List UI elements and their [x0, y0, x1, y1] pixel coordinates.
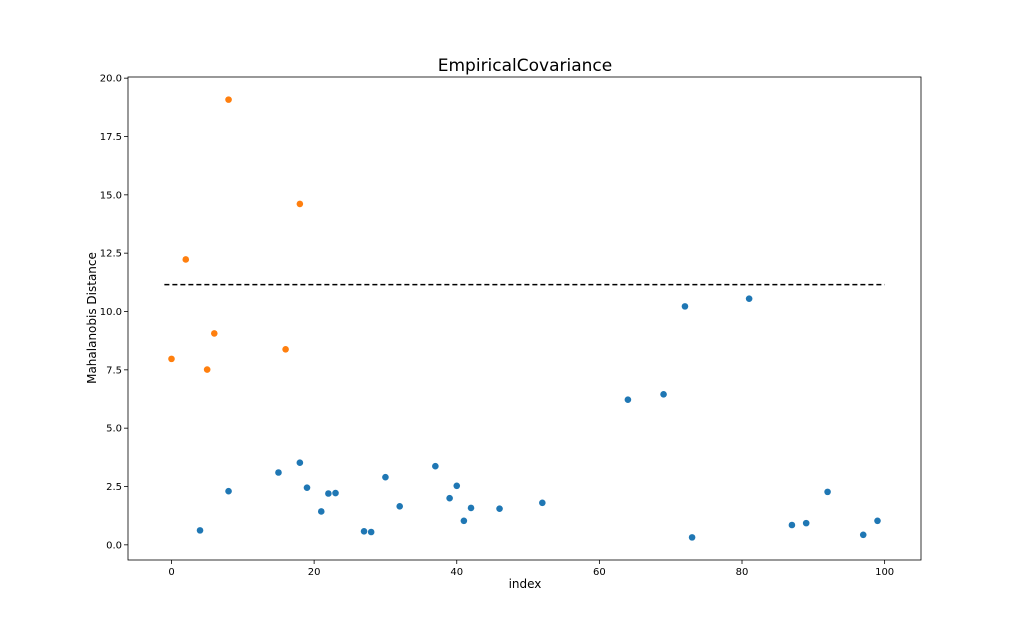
outlier-point [210, 330, 218, 337]
inlier-point [303, 484, 311, 491]
inlier-point [539, 499, 546, 507]
y-tick-label: 15.0 [100, 190, 122, 201]
inlier-point [367, 528, 375, 536]
y-axis-label: Mahalanobis Distance [85, 252, 99, 384]
outlier-point [168, 355, 175, 363]
inlier-point [460, 517, 468, 525]
inlier-point [196, 527, 204, 534]
inlier-point [688, 534, 696, 541]
inlier-point [745, 295, 753, 302]
inlier-point [859, 531, 867, 539]
y-tick-label: 20.0 [100, 74, 122, 85]
inlier-point [325, 490, 332, 497]
y-tick-label: 2.5 [106, 482, 122, 493]
inlier-point [496, 505, 503, 512]
inlier-point [296, 459, 304, 467]
outlier-point [296, 200, 304, 208]
outlier-point [203, 366, 211, 373]
x-tick-label: 100 [875, 567, 894, 578]
outlier-point [225, 96, 232, 103]
outlier-point [182, 256, 190, 263]
y-tick-label: 12.5 [100, 249, 122, 260]
inlier-point [681, 303, 689, 310]
x-tick-label: 20 [308, 567, 321, 578]
x-tick-label: 40 [450, 567, 463, 578]
y-tick-label: 17.5 [100, 132, 122, 143]
inlier-point [332, 489, 339, 497]
inlier-point [360, 528, 368, 535]
inlier-point [446, 494, 453, 502]
inlier-point [874, 517, 881, 525]
inlier-point [788, 521, 796, 529]
y-tick-label: 5.0 [106, 424, 122, 435]
inlier-point [432, 462, 439, 470]
axes-frame [127, 76, 922, 561]
y-tick-label: 0.0 [106, 540, 122, 551]
chart-title: EmpiricalCovariance [438, 56, 612, 76]
inlier-point [382, 473, 389, 481]
x-tick-label: 60 [593, 567, 606, 578]
x-axis-label: index [509, 577, 542, 591]
inlier-point [624, 396, 632, 404]
inlier-point [317, 508, 325, 515]
inlier-point [660, 391, 667, 398]
x-tick-label: 80 [736, 567, 749, 578]
inlier-point [453, 482, 461, 490]
y-tick-label: 10.0 [100, 307, 122, 318]
x-tick-label: 0 [168, 567, 174, 578]
outlier-point [282, 346, 289, 353]
inlier-point [275, 469, 282, 476]
inlier-point [467, 504, 475, 512]
inlier-point [802, 519, 810, 527]
inlier-point [225, 487, 232, 495]
inlier-point [824, 488, 831, 496]
y-tick-label: 7.5 [106, 365, 122, 376]
inlier-point [396, 503, 404, 510]
plot-area: 0 20 40 60 80 100 0.0 2.5 5.0 7.5 10.0 12.5 15.0 17.5… [100, 74, 922, 578]
